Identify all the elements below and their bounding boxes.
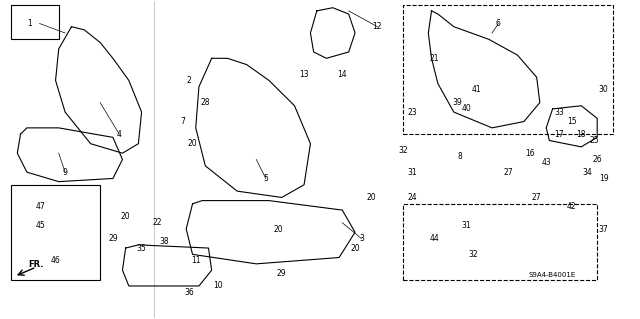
Text: 13: 13 <box>300 70 309 78</box>
Text: 20: 20 <box>350 243 360 253</box>
Bar <box>403 4 613 134</box>
Text: 27: 27 <box>503 168 513 177</box>
Text: 20: 20 <box>121 212 131 221</box>
Text: 46: 46 <box>51 256 60 265</box>
Text: 1: 1 <box>28 19 33 28</box>
Text: FR.: FR. <box>29 260 44 269</box>
Text: 36: 36 <box>184 288 195 297</box>
Text: 20: 20 <box>274 225 284 234</box>
Text: 24: 24 <box>408 193 417 202</box>
Text: 38: 38 <box>159 237 169 246</box>
Text: 4: 4 <box>117 130 122 139</box>
Text: 18: 18 <box>577 130 586 139</box>
Text: 5: 5 <box>264 174 268 183</box>
Text: 14: 14 <box>337 70 347 78</box>
Text: 44: 44 <box>430 234 440 243</box>
Text: 15: 15 <box>567 117 577 126</box>
Text: 21: 21 <box>430 54 440 63</box>
Bar <box>11 185 100 280</box>
Text: 43: 43 <box>541 158 551 167</box>
Text: 40: 40 <box>461 104 472 113</box>
Text: 42: 42 <box>567 203 577 211</box>
Text: 31: 31 <box>408 168 417 177</box>
Text: 17: 17 <box>554 130 564 139</box>
Text: 19: 19 <box>599 174 609 183</box>
Text: 9: 9 <box>63 168 68 177</box>
Text: 2: 2 <box>187 76 192 85</box>
Text: 23: 23 <box>408 108 417 116</box>
Text: 28: 28 <box>200 98 210 107</box>
Text: 37: 37 <box>598 225 609 234</box>
Text: 45: 45 <box>36 221 46 230</box>
Text: 27: 27 <box>532 193 541 202</box>
Text: 33: 33 <box>554 108 564 116</box>
Text: 32: 32 <box>398 145 408 154</box>
Text: 41: 41 <box>471 85 481 94</box>
Text: 30: 30 <box>598 85 609 94</box>
Text: 3: 3 <box>359 234 364 243</box>
Bar <box>403 204 597 280</box>
Bar <box>11 4 59 39</box>
Text: 25: 25 <box>589 136 599 145</box>
Text: 22: 22 <box>153 218 163 227</box>
Text: S9A4-B4001E: S9A4-B4001E <box>529 272 576 278</box>
Text: 12: 12 <box>372 22 382 31</box>
Text: 6: 6 <box>496 19 501 28</box>
Text: 8: 8 <box>458 152 463 161</box>
Text: 32: 32 <box>468 250 477 259</box>
Text: 20: 20 <box>188 139 197 148</box>
Text: 39: 39 <box>452 98 462 107</box>
Text: 34: 34 <box>583 168 593 177</box>
Text: 16: 16 <box>525 149 535 158</box>
Text: 7: 7 <box>180 117 186 126</box>
Text: 35: 35 <box>137 243 147 253</box>
Text: 47: 47 <box>36 203 46 211</box>
Text: 26: 26 <box>593 155 602 164</box>
Text: 29: 29 <box>277 269 287 278</box>
Text: 10: 10 <box>213 281 223 291</box>
Text: 20: 20 <box>366 193 376 202</box>
Text: 31: 31 <box>461 221 472 230</box>
Text: 11: 11 <box>191 256 200 265</box>
Text: 29: 29 <box>108 234 118 243</box>
